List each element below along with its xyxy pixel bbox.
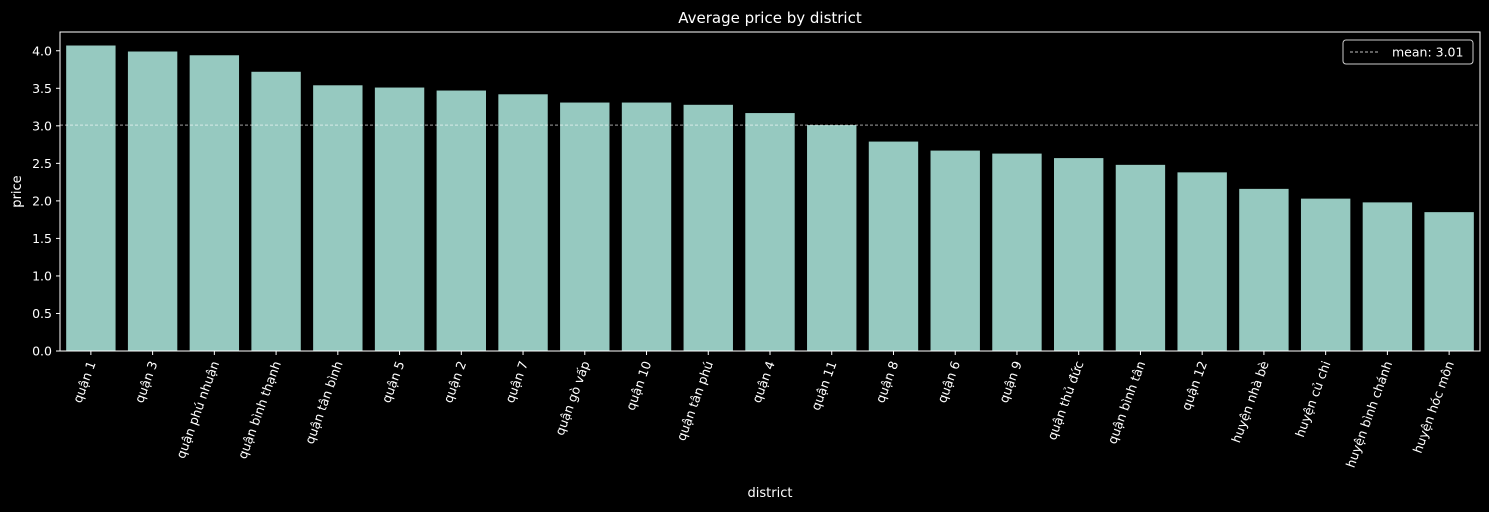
bar	[807, 125, 857, 352]
legend-mean-label: mean: 3.01	[1392, 45, 1463, 60]
x-tick-label: huyện hóc môn	[1410, 359, 1457, 455]
bar	[251, 71, 301, 351]
x-tick-label: quận phú nhuận	[173, 359, 222, 460]
legend-box	[1342, 39, 1474, 65]
bar	[1177, 172, 1227, 351]
x-tick-label: quận 7	[502, 359, 531, 405]
bar	[621, 102, 672, 351]
x-tick-label: quận bình thạnh	[235, 359, 284, 461]
bar	[1300, 198, 1351, 351]
y-tick-label: 2.5	[32, 156, 52, 171]
y-tick-label: 3.5	[32, 81, 52, 96]
bar	[868, 141, 919, 351]
x-tick-label: quận tân bình	[302, 359, 346, 446]
x-tick-label: quận thủ đức	[1044, 359, 1086, 442]
y-tick-label: 4.0	[32, 43, 52, 58]
bars-group	[66, 45, 1474, 352]
bar	[560, 102, 610, 351]
x-tick-label: quận 9	[996, 359, 1025, 405]
x-tick-label: quận 2	[440, 359, 469, 405]
x-tick-label: quận 8	[872, 359, 901, 405]
y-tick-label: 3.0	[32, 118, 52, 133]
x-tick-label: quận 3	[131, 359, 160, 405]
bar	[745, 113, 795, 351]
x-tick-label: quận 11	[808, 359, 840, 412]
bar	[1115, 164, 1166, 351]
x-tick-label: quận 5	[378, 359, 407, 405]
y-tick-label: 0.5	[32, 306, 52, 321]
x-axis: quận 1 quận 3 quận phú nhuận quận bình thạn…	[70, 351, 1457, 470]
bar	[436, 90, 486, 351]
bar	[1362, 202, 1413, 351]
x-tick-label: quận 6	[934, 359, 963, 405]
bar	[1054, 158, 1104, 351]
bar	[1424, 212, 1474, 351]
x-tick-label: quận gò vấp	[552, 359, 593, 437]
x-tick-label: quận 12	[1178, 359, 1210, 412]
bar	[498, 94, 548, 351]
x-tick-label: quận tân phú	[673, 359, 716, 443]
bar	[930, 150, 980, 351]
bar	[66, 45, 116, 351]
x-tick-label: huyện nhà bè	[1228, 359, 1272, 445]
x-tick-label: quận bình tân	[1104, 359, 1148, 446]
bar	[374, 87, 425, 352]
bar	[1239, 188, 1289, 351]
x-tick-label: huyện bình chánh	[1343, 359, 1396, 470]
y-axis-label: price	[10, 175, 25, 207]
x-tick-label: huyện củ chi	[1292, 359, 1333, 439]
y-tick-label: 1.5	[32, 231, 52, 246]
x-tick-label: quận 4	[749, 359, 778, 405]
bar	[992, 153, 1042, 351]
bar	[683, 104, 733, 351]
bar	[189, 55, 240, 351]
chart-title: Average price by district	[678, 9, 862, 27]
y-tick-label: 0.0	[32, 344, 52, 359]
bar	[313, 85, 363, 352]
y-axis: 0.0 0.5 1.0 1.5 2.0 2.5 3.0 3.5 4.0	[32, 43, 60, 359]
legend: mean: 3.01	[1342, 39, 1474, 65]
x-tick-label: quận 10	[623, 359, 655, 412]
y-tick-label: 2.0	[32, 193, 52, 208]
y-tick-label: 1.0	[32, 268, 52, 283]
x-tick-label: quận 1	[70, 359, 99, 405]
bar	[127, 51, 178, 352]
x-axis-label: district	[748, 486, 793, 501]
